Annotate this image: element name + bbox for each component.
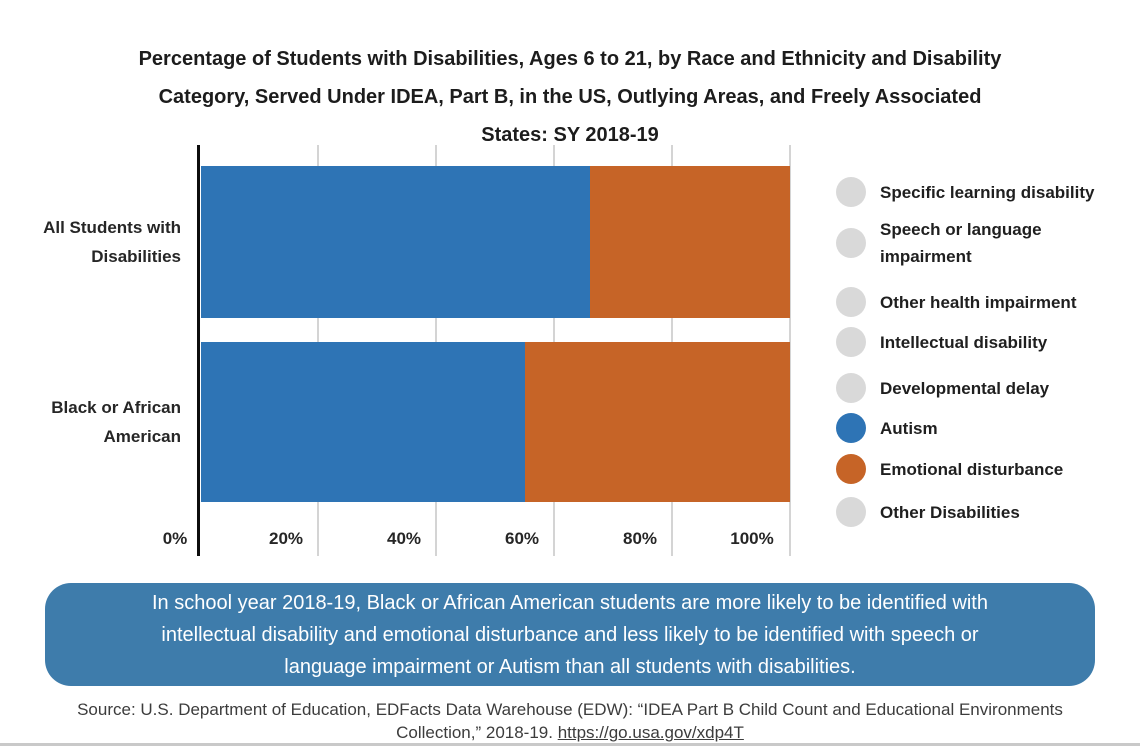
bar-segment-autism-all-students[interactable] — [201, 166, 590, 318]
callout-line-1: In school year 2018-19, Black or African… — [152, 591, 988, 614]
image-bottom-border — [0, 743, 1140, 746]
legend-item-autism[interactable]: Autism — [836, 413, 938, 443]
legend-label-specific-learning-disability: Specific learning disability — [880, 182, 1095, 202]
legend-dot-autism — [836, 413, 866, 443]
category-label-black-or-african-american: Black or African American — [0, 393, 181, 451]
category-label-black-line-2: American — [103, 427, 181, 446]
legend-label-intellectual-disability: Intellectual disability — [880, 332, 1048, 352]
category-label-all-students-line-2: Disabilities — [91, 247, 181, 266]
legend-label-other-disabilities: Other Disabilities — [880, 502, 1020, 522]
legend-dot-intellectual-disability — [836, 327, 866, 357]
legend-label-emotional-disturbance: Emotional disturbance — [880, 459, 1064, 479]
source-text-line-2: Collection,” 2018-19. — [396, 723, 558, 742]
callout-line-2: intellectual disability and emotional di… — [161, 623, 979, 646]
chart-title-line-3: States: SY 2018-19 — [481, 124, 659, 146]
x-tick-100: 100% — [730, 529, 774, 548]
key-finding-callout: In school year 2018-19, Black or African… — [45, 583, 1095, 686]
source-link[interactable]: https://go.usa.gov/xdp4T — [557, 723, 744, 742]
legend-item-developmental-delay[interactable]: Developmental delay — [836, 373, 1049, 403]
category-label-black-line-1: Black or African — [51, 398, 181, 417]
chart-title-line-1: Percentage of Students with Disabilities… — [138, 48, 1002, 70]
legend-dot-developmental-delay — [836, 373, 866, 403]
bar-segment-autism-black-or-african-american[interactable] — [201, 342, 525, 502]
legend-item-other-health-impairment[interactable]: Other health impairment — [836, 287, 1076, 317]
x-tick-80: 80% — [622, 529, 658, 548]
legend-dot-other-disabilities — [836, 497, 866, 527]
x-tick-20: 20% — [268, 529, 304, 548]
legend-label-speech-or-language-impairment: Speech or language impairment — [880, 220, 1042, 266]
source-text-line-1: Source: U.S. Department of Education, ED… — [77, 700, 1063, 719]
callout-line-3: language impairment or Autism than all s… — [284, 655, 856, 678]
category-label-all-students-line-1: All Students with — [43, 218, 181, 237]
legend-dot-other-health-impairment — [836, 287, 866, 317]
chart-title-line-2: Category, Served Under IDEA, Part B, in … — [158, 86, 982, 108]
legend-item-emotional-disturbance[interactable]: Emotional disturbance — [836, 454, 1063, 484]
x-tick-40: 40% — [386, 529, 422, 548]
legend-item-other-disabilities[interactable]: Other Disabilities — [836, 497, 1020, 527]
bar-segment-emotional-disturbance-all-students[interactable] — [589, 166, 790, 318]
source-note: Source: U.S. Department of Education, ED… — [0, 698, 1140, 744]
category-label-all-students: All Students with Disabilities — [0, 213, 181, 271]
legend-item-intellectual-disability[interactable]: Intellectual disability — [836, 327, 1047, 357]
bar-all-students-with-disabilities — [201, 166, 790, 318]
bar-segment-emotional-disturbance-black-or-african-american[interactable] — [524, 342, 790, 502]
legend-dot-emotional-disturbance — [836, 454, 866, 484]
x-tick-0: 0% — [162, 529, 188, 548]
legend-item-specific-learning-disability[interactable]: Specific learning disability — [836, 177, 1094, 207]
legend-dot-specific-learning-disability — [836, 177, 866, 207]
x-tick-60: 60% — [504, 529, 540, 548]
bar-black-or-african-american — [201, 342, 790, 502]
legend-label-autism: Autism — [880, 418, 938, 438]
y-axis-line — [197, 145, 200, 556]
legend-dot-speech-or-language-impairment — [836, 228, 866, 258]
legend-label-developmental-delay: Developmental delay — [880, 378, 1050, 398]
gridline-100pct — [789, 145, 791, 556]
legend-label-other-health-impairment: Other health impairment — [880, 292, 1077, 312]
legend-item-speech-or-language-impairment[interactable]: Speech or language impairment — [836, 216, 1080, 270]
chart-title: Percentage of Students with Disabilities… — [0, 40, 1140, 154]
